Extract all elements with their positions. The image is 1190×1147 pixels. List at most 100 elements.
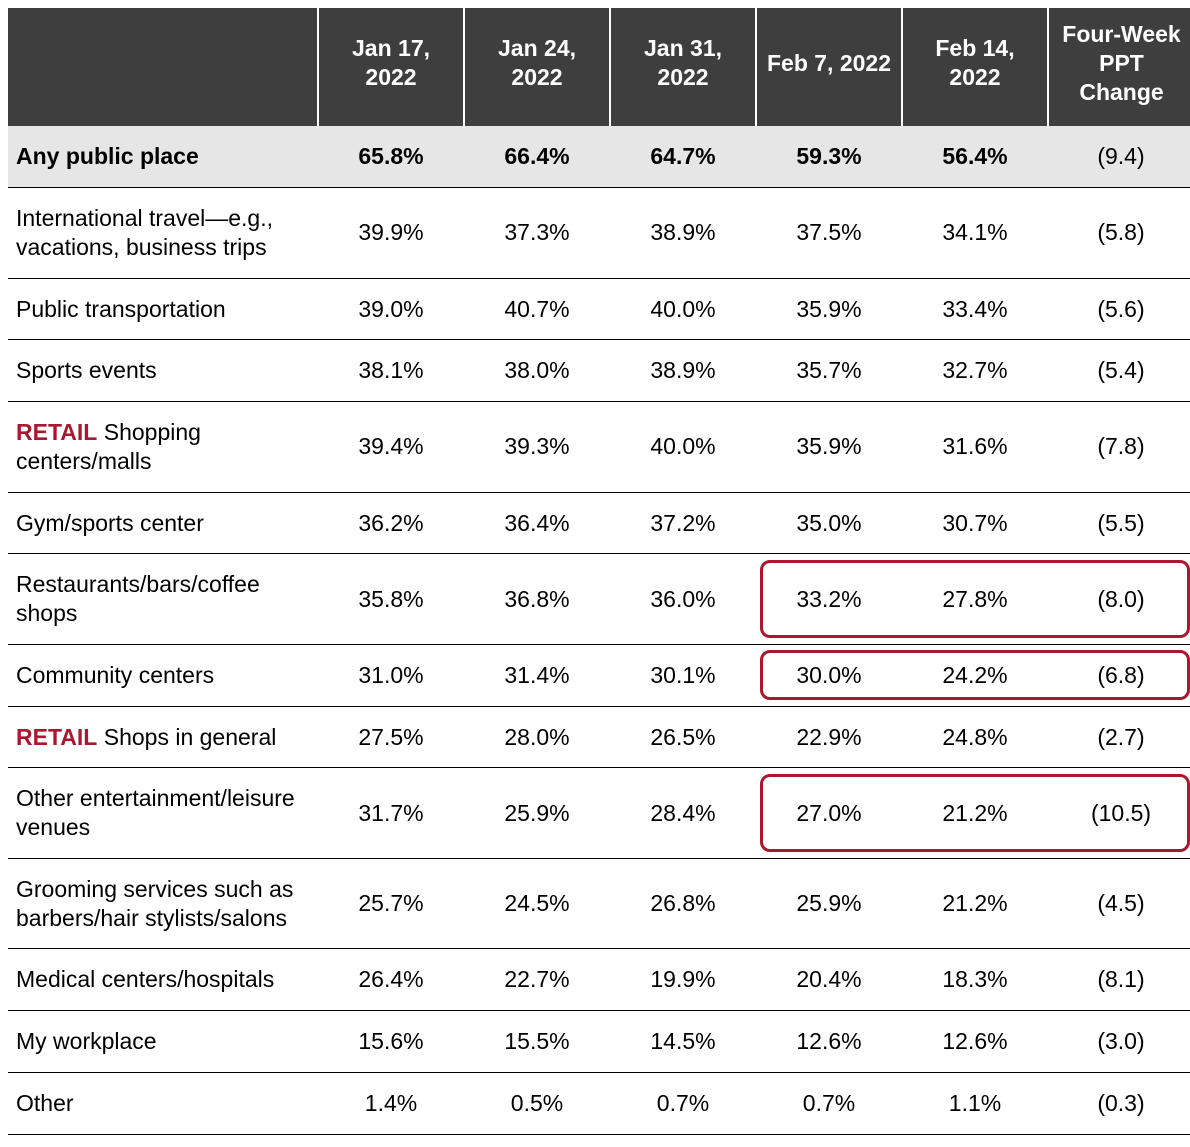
row-label-text: Shops in general: [97, 724, 276, 750]
cell-value: 33.2%: [756, 554, 902, 645]
cell-value: 22.7%: [464, 949, 610, 1011]
table-row: Sports events38.1%38.0%38.9%35.7%32.7%(5…: [8, 340, 1190, 402]
cell-value: 26.5%: [610, 706, 756, 768]
row-label: Medical centers/hospitals: [8, 949, 318, 1011]
cell-value: 66.4%: [464, 126, 610, 187]
cell-value: 0.7%: [610, 1072, 756, 1134]
cell-value: 37.5%: [756, 188, 902, 279]
data-table: Jan 17, 2022 Jan 24, 2022 Jan 31, 2022 F…: [8, 8, 1190, 1135]
cell-value: 30.0%: [756, 644, 902, 706]
cell-change: (5.5): [1048, 492, 1190, 554]
cell-value: 26.8%: [610, 858, 756, 949]
cell-value: 37.2%: [610, 492, 756, 554]
table-row: Gym/sports center36.2%36.4%37.2%35.0%30.…: [8, 492, 1190, 554]
cell-change: (8.0): [1048, 554, 1190, 645]
cell-value: 35.9%: [756, 402, 902, 493]
cell-change: (6.8): [1048, 644, 1190, 706]
cell-value: 31.0%: [318, 644, 464, 706]
cell-value: 15.5%: [464, 1011, 610, 1073]
cell-change: (0.3): [1048, 1072, 1190, 1134]
retail-tag: RETAIL: [16, 724, 97, 750]
cell-value: 65.8%: [318, 126, 464, 187]
table-head: Jan 17, 2022 Jan 24, 2022 Jan 31, 2022 F…: [8, 8, 1190, 126]
cell-value: 38.9%: [610, 188, 756, 279]
table-row: Community centers31.0%31.4%30.1%30.0%24.…: [8, 644, 1190, 706]
table-row: RETAIL Shops in general 27.5%28.0%26.5%22…: [8, 706, 1190, 768]
row-label: Public transportation: [8, 278, 318, 340]
cell-value: 20.4%: [756, 949, 902, 1011]
cell-value: 21.2%: [902, 858, 1048, 949]
cell-value: 37.3%: [464, 188, 610, 279]
cell-value: 35.7%: [756, 340, 902, 402]
table-body: Any public place65.8%66.4%64.7%59.3%56.4…: [8, 126, 1190, 1134]
col-header-feb14: Feb 14, 2022: [902, 8, 1048, 126]
cell-value: 35.0%: [756, 492, 902, 554]
cell-value: 34.1%: [902, 188, 1048, 279]
row-label: RETAIL Shopping centers/malls: [8, 402, 318, 493]
cell-value: 40.0%: [610, 278, 756, 340]
col-header-feb7: Feb 7, 2022: [756, 8, 902, 126]
cell-value: 21.2%: [902, 768, 1048, 859]
row-label: Sports events: [8, 340, 318, 402]
cell-value: 30.1%: [610, 644, 756, 706]
table-container: Jan 17, 2022 Jan 24, 2022 Jan 31, 2022 F…: [0, 0, 1190, 1143]
row-label: International travel—e.g., vacations, bu…: [8, 188, 318, 279]
cell-value: 0.7%: [756, 1072, 902, 1134]
cell-value: 1.1%: [902, 1072, 1048, 1134]
col-header-jan17: Jan 17, 2022: [318, 8, 464, 126]
cell-value: 25.9%: [756, 858, 902, 949]
table-row: RETAIL Shopping centers/malls39.4%39.3%4…: [8, 402, 1190, 493]
col-header-jan24: Jan 24, 2022: [464, 8, 610, 126]
cell-change: (5.6): [1048, 278, 1190, 340]
cell-value: 28.0%: [464, 706, 610, 768]
row-label: Other: [8, 1072, 318, 1134]
table-row: Other1.4%0.5%0.7%0.7%1.1%(0.3): [8, 1072, 1190, 1134]
cell-value: 31.7%: [318, 768, 464, 859]
cell-value: 24.2%: [902, 644, 1048, 706]
cell-value: 39.3%: [464, 402, 610, 493]
row-label: Gym/sports center: [8, 492, 318, 554]
cell-change: (5.4): [1048, 340, 1190, 402]
cell-value: 40.0%: [610, 402, 756, 493]
cell-change: (5.8): [1048, 188, 1190, 279]
table-row: Any public place65.8%66.4%64.7%59.3%56.4…: [8, 126, 1190, 187]
cell-value: 27.5%: [318, 706, 464, 768]
cell-value: 56.4%: [902, 126, 1048, 187]
row-label: Restaurants/bars/coffee shops: [8, 554, 318, 645]
cell-change: (7.8): [1048, 402, 1190, 493]
cell-value: 1.4%: [318, 1072, 464, 1134]
col-header-label: [8, 8, 318, 126]
cell-value: 15.6%: [318, 1011, 464, 1073]
row-label: Community centers: [8, 644, 318, 706]
cell-value: 22.9%: [756, 706, 902, 768]
table-row: Medical centers/hospitals26.4%22.7%19.9%…: [8, 949, 1190, 1011]
cell-value: 32.7%: [902, 340, 1048, 402]
cell-value: 27.8%: [902, 554, 1048, 645]
cell-value: 0.5%: [464, 1072, 610, 1134]
cell-value: 26.4%: [318, 949, 464, 1011]
cell-value: 18.3%: [902, 949, 1048, 1011]
cell-value: 38.9%: [610, 340, 756, 402]
cell-change: (9.4): [1048, 126, 1190, 187]
row-label: Grooming services such as barbers/hair s…: [8, 858, 318, 949]
cell-change: (4.5): [1048, 858, 1190, 949]
cell-value: 12.6%: [902, 1011, 1048, 1073]
cell-value: 35.8%: [318, 554, 464, 645]
cell-value: 12.6%: [756, 1011, 902, 1073]
row-label: My workplace: [8, 1011, 318, 1073]
table-row: International travel—e.g., vacations, bu…: [8, 188, 1190, 279]
cell-value: 36.0%: [610, 554, 756, 645]
cell-value: 38.0%: [464, 340, 610, 402]
table-row: Public transportation39.0%40.7%40.0%35.9…: [8, 278, 1190, 340]
cell-value: 19.9%: [610, 949, 756, 1011]
row-label: Other entertainment/leisure venues: [8, 768, 318, 859]
row-label: Any public place: [8, 126, 318, 187]
cell-change: (2.7): [1048, 706, 1190, 768]
cell-change: (3.0): [1048, 1011, 1190, 1073]
cell-value: 39.0%: [318, 278, 464, 340]
cell-value: 38.1%: [318, 340, 464, 402]
cell-value: 36.2%: [318, 492, 464, 554]
cell-change: (8.1): [1048, 949, 1190, 1011]
cell-value: 35.9%: [756, 278, 902, 340]
col-header-change: Four-Week PPT Change: [1048, 8, 1190, 126]
